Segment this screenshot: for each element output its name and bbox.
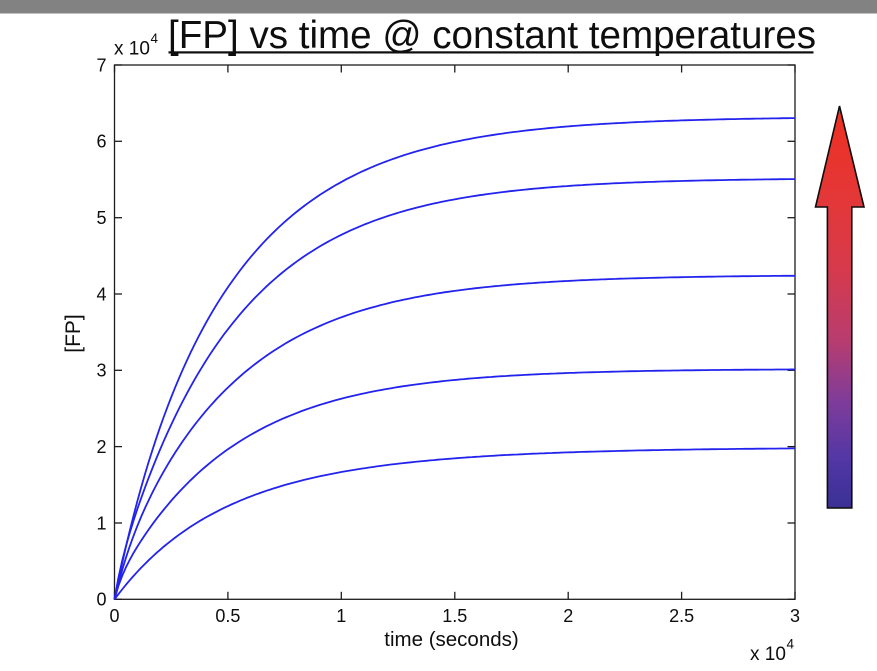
svg-text:6: 6 [96,132,106,152]
svg-text:1: 1 [96,513,106,533]
svg-text:4: 4 [787,637,795,652]
svg-text:0.5: 0.5 [215,606,240,626]
svg-text:[FP] vs time @ constant temper: [FP] vs time @ constant temperatures [168,14,816,57]
svg-text:1: 1 [336,606,346,626]
svg-text:0: 0 [109,606,119,626]
svg-text:3: 3 [790,606,800,626]
svg-text:5: 5 [96,208,106,228]
svg-text:7: 7 [96,55,106,75]
svg-text:x 10: x 10 [114,39,150,60]
svg-text:[FP]: [FP] [62,314,85,353]
svg-text:2: 2 [96,437,106,457]
svg-text:3: 3 [96,361,106,381]
svg-text:4: 4 [96,284,106,304]
svg-text:4: 4 [151,31,159,46]
svg-text:x 10: x 10 [750,644,786,665]
svg-text:2: 2 [563,606,573,626]
svg-text:2.5: 2.5 [669,606,694,626]
svg-text:1.5: 1.5 [442,606,467,626]
svg-text:0: 0 [96,590,106,610]
svg-text:time (seconds): time (seconds) [384,628,518,651]
